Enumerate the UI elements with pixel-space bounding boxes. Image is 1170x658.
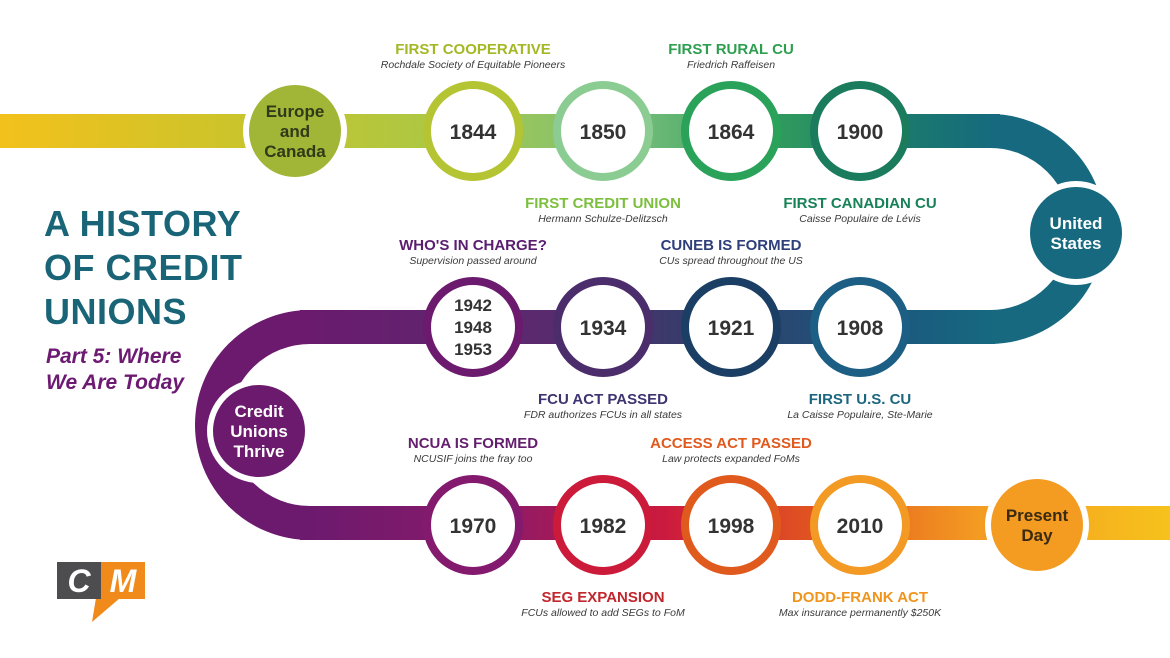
milestone-note: FCUs allowed to add SEGs to FoM — [521, 607, 685, 619]
milestone-note: Friedrich Raffeisen — [687, 59, 775, 71]
milestone-year: 1864 — [708, 121, 755, 144]
hub-label: Europe — [266, 102, 325, 121]
milestone-year: 1850 — [580, 121, 627, 144]
title-line: OF CREDIT — [44, 247, 243, 288]
milestone-label: FIRST CANADIAN CU — [783, 195, 936, 212]
milestone-note: La Caisse Populaire, Ste-Marie — [787, 409, 932, 421]
milestone-note: Supervision passed around — [409, 255, 537, 267]
hub-label: Day — [1021, 526, 1053, 545]
milestone-label: FCU ACT PASSED — [538, 391, 668, 408]
milestone-ring — [681, 475, 781, 575]
logo-m-block — [101, 562, 145, 599]
hub-label: Present — [1006, 506, 1069, 525]
logo-c-letter: C — [67, 563, 91, 599]
milestone-label: CUNEB IS FORMED — [661, 237, 802, 254]
milestone-label: FIRST RURAL CU — [668, 41, 794, 58]
milestone-label: NCUA IS FORMED — [408, 435, 538, 452]
logo-speech-tail — [92, 598, 120, 622]
hub-disc — [213, 385, 305, 477]
milestone-note: FDR authorizes FCUs in all states — [524, 409, 683, 421]
milestone-label: FIRST COOPERATIVE — [395, 41, 551, 58]
milestone-label: FIRST CREDIT UNION — [525, 195, 681, 212]
milestone-year: 1948 — [454, 318, 492, 337]
hub-label: Canada — [264, 142, 326, 161]
milestone-ring — [423, 475, 523, 575]
milestone-ring — [423, 81, 523, 181]
milestone-ring — [553, 277, 653, 377]
page-title: A HISTORY OF CREDIT UNIONS — [44, 202, 243, 334]
milestone-label: SEG EXPANSION — [541, 589, 664, 606]
milestone-year: 1934 — [580, 317, 627, 340]
milestone-note: Rochdale Society of Equitable Pioneers — [381, 59, 566, 71]
subtitle-line: Part 5: Where — [46, 345, 182, 368]
hub-disc — [991, 479, 1083, 571]
milestone-year: 1921 — [708, 317, 755, 340]
milestone-year: 1908 — [837, 317, 884, 340]
hub-label: and — [280, 122, 310, 141]
milestone-note: Max insurance permanently $250K — [779, 607, 942, 619]
milestone-year: 1953 — [454, 340, 492, 359]
milestone-1942: 1942 1948 1953 WHO'S IN CHARGE?Supervision … — [399, 237, 547, 377]
milestone-year: 1844 — [450, 121, 497, 144]
title-line: A HISTORY — [44, 203, 242, 244]
page-subtitle: Part 5: Where We Are Today — [46, 344, 184, 396]
milestone-year: 1998 — [708, 515, 755, 538]
hub-label: United — [1050, 214, 1103, 233]
hub-label: Credit — [234, 402, 283, 421]
milestone-note: Law protects expanded FoMs — [662, 453, 800, 465]
subtitle-line: We Are Today — [46, 371, 185, 394]
milestone-year: 2010 — [837, 515, 884, 538]
milestone-ring — [423, 277, 523, 377]
milestone-ring — [553, 475, 653, 575]
milestone-ring — [553, 81, 653, 181]
cm-logo: C M — [57, 562, 145, 622]
milestone-label: DODD-FRANK ACT — [792, 589, 928, 606]
title-line: UNIONS — [44, 291, 188, 332]
milestone-ring — [681, 277, 781, 377]
milestone-year: 1900 — [837, 121, 884, 144]
logo-c-block — [57, 562, 101, 599]
hub-disc — [249, 85, 341, 177]
milestone-ring — [810, 475, 910, 575]
hub-label: Thrive — [233, 442, 284, 461]
milestone-ring — [810, 81, 910, 181]
hub-label: States — [1050, 234, 1101, 253]
milestone-year: 1982 — [580, 515, 627, 538]
logo-m-letter: M — [110, 563, 138, 599]
milestone-note: CUs spread throughout the US — [659, 255, 803, 267]
milestone-ring — [810, 277, 910, 377]
milestone-note: NCUSIF joins the fray too — [414, 453, 533, 465]
milestone-label: FIRST U.S. CU — [809, 391, 912, 408]
milestone-year: 1942 — [454, 296, 492, 315]
hub-label: Unions — [230, 422, 288, 441]
milestone-year: 1970 — [450, 515, 497, 538]
hub-disc — [1030, 187, 1122, 279]
milestone-ring — [681, 81, 781, 181]
milestone-note: Hermann Schulze-Delitzsch — [538, 213, 668, 225]
milestone-label: ACCESS ACT PASSED — [650, 435, 812, 452]
milestone-note: Caisse Populaire de Lévis — [799, 213, 921, 225]
milestone-label: WHO'S IN CHARGE? — [399, 237, 547, 254]
